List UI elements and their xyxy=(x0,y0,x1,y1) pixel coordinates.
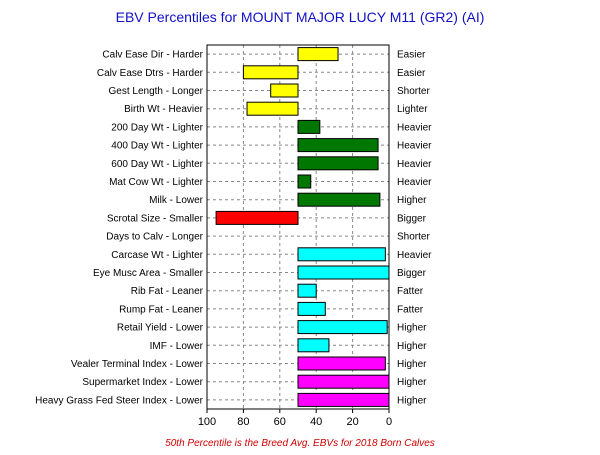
row-label: Birth Wt - Heavier xyxy=(124,104,204,115)
row-direction-label: Heavier xyxy=(397,141,432,152)
bar xyxy=(297,392,390,407)
row-label: Retail Yield - Lower xyxy=(117,323,204,334)
row-direction-label: Heavier xyxy=(397,122,432,133)
bar xyxy=(297,156,379,171)
bar xyxy=(297,338,330,353)
row-label: Supermarket Index - Lower xyxy=(82,377,203,388)
row-label: 600 Day Wt - Lighter xyxy=(111,159,203,170)
row-direction-label: Fatter xyxy=(397,286,424,297)
row-direction-label: Easier xyxy=(397,68,426,79)
row-label: Milk - Lower xyxy=(149,195,204,206)
row-direction-label: Higher xyxy=(397,323,427,334)
bar xyxy=(297,192,381,207)
bar xyxy=(297,356,386,371)
row-direction-label: Higher xyxy=(397,359,427,370)
bar xyxy=(297,247,386,262)
bar xyxy=(270,83,299,98)
row-label: Scrotal Size - Smaller xyxy=(107,213,204,224)
tick-label: 20 xyxy=(346,416,358,428)
row-direction-label: Higher xyxy=(397,195,427,206)
row-label: Days to Calv - Longer xyxy=(106,232,203,243)
bar xyxy=(297,138,379,153)
bar xyxy=(297,265,390,280)
row-label: Calv Ease Dir - Harder xyxy=(102,50,203,61)
row-direction-label: Lighter xyxy=(397,104,428,115)
bar xyxy=(297,301,326,316)
x-axis-ticks: 100 80 60 40 20 0 xyxy=(198,409,392,428)
row-label: Mat Cow Wt - Lighter xyxy=(109,177,204,188)
row-direction-label: Easier xyxy=(397,50,426,61)
row-label: Carcase Wt - Lighter xyxy=(111,250,203,261)
row-label: 400 Day Wt - Lighter xyxy=(111,141,203,152)
row-direction-label: Higher xyxy=(397,377,427,388)
row-direction-label: Fatter xyxy=(397,304,424,315)
row-direction-label: Bigger xyxy=(397,268,427,279)
row-label: Calv Ease Dtrs - Harder xyxy=(97,68,204,79)
row-label: Rib Fat - Leaner xyxy=(131,286,204,297)
row-label: IMF - Lower xyxy=(150,341,204,352)
tick-label: 40 xyxy=(310,416,322,428)
row-label: Vealer Terminal Index - Lower xyxy=(71,359,204,370)
row-direction-label: Heavier xyxy=(397,159,432,170)
chart-footnote: 50th Percentile is the Breed Avg. EBVs f… xyxy=(165,438,435,449)
tick-label: 100 xyxy=(198,416,216,428)
row-labels-left: Calv Ease Dir - Harder Calv Ease Dtrs - H… xyxy=(35,50,204,407)
row-label: Eye Musc Area - Smaller xyxy=(93,268,204,279)
row-label: Gest Length - Longer xyxy=(108,86,203,97)
grid-lines xyxy=(207,45,389,409)
bar xyxy=(297,283,317,298)
bar xyxy=(297,119,321,134)
row-direction-label: Higher xyxy=(397,341,427,352)
row-labels-right: Easier Easier Shorter Lighter Heavier Heavier… xyxy=(397,50,432,407)
bar xyxy=(297,47,339,62)
tick-label: 60 xyxy=(274,416,286,428)
row-direction-label: Shorter xyxy=(397,86,430,97)
row-direction-label: Higher xyxy=(397,395,427,406)
bar xyxy=(246,101,299,116)
chart-title: EBV Percentiles for MOUNT MAJOR LUCY M11… xyxy=(116,9,485,25)
row-direction-label: Heavier xyxy=(397,250,432,261)
plot-frame xyxy=(206,44,390,410)
bar xyxy=(215,210,299,225)
tick-label: 0 xyxy=(386,416,392,428)
tick-label: 80 xyxy=(237,416,249,428)
row-direction-label: Shorter xyxy=(397,232,430,243)
bar xyxy=(297,320,388,335)
row-direction-label: Bigger xyxy=(397,213,427,224)
row-label: 200 Day Wt - Lighter xyxy=(111,122,203,133)
row-label: Heavy Grass Fed Steer Index - Lower xyxy=(35,395,204,406)
bar xyxy=(297,374,390,389)
row-label: Rump Fat - Leaner xyxy=(119,304,204,315)
bars xyxy=(215,47,390,407)
bar xyxy=(297,174,312,189)
bar xyxy=(242,65,299,80)
row-direction-label: Heavier xyxy=(397,177,432,188)
